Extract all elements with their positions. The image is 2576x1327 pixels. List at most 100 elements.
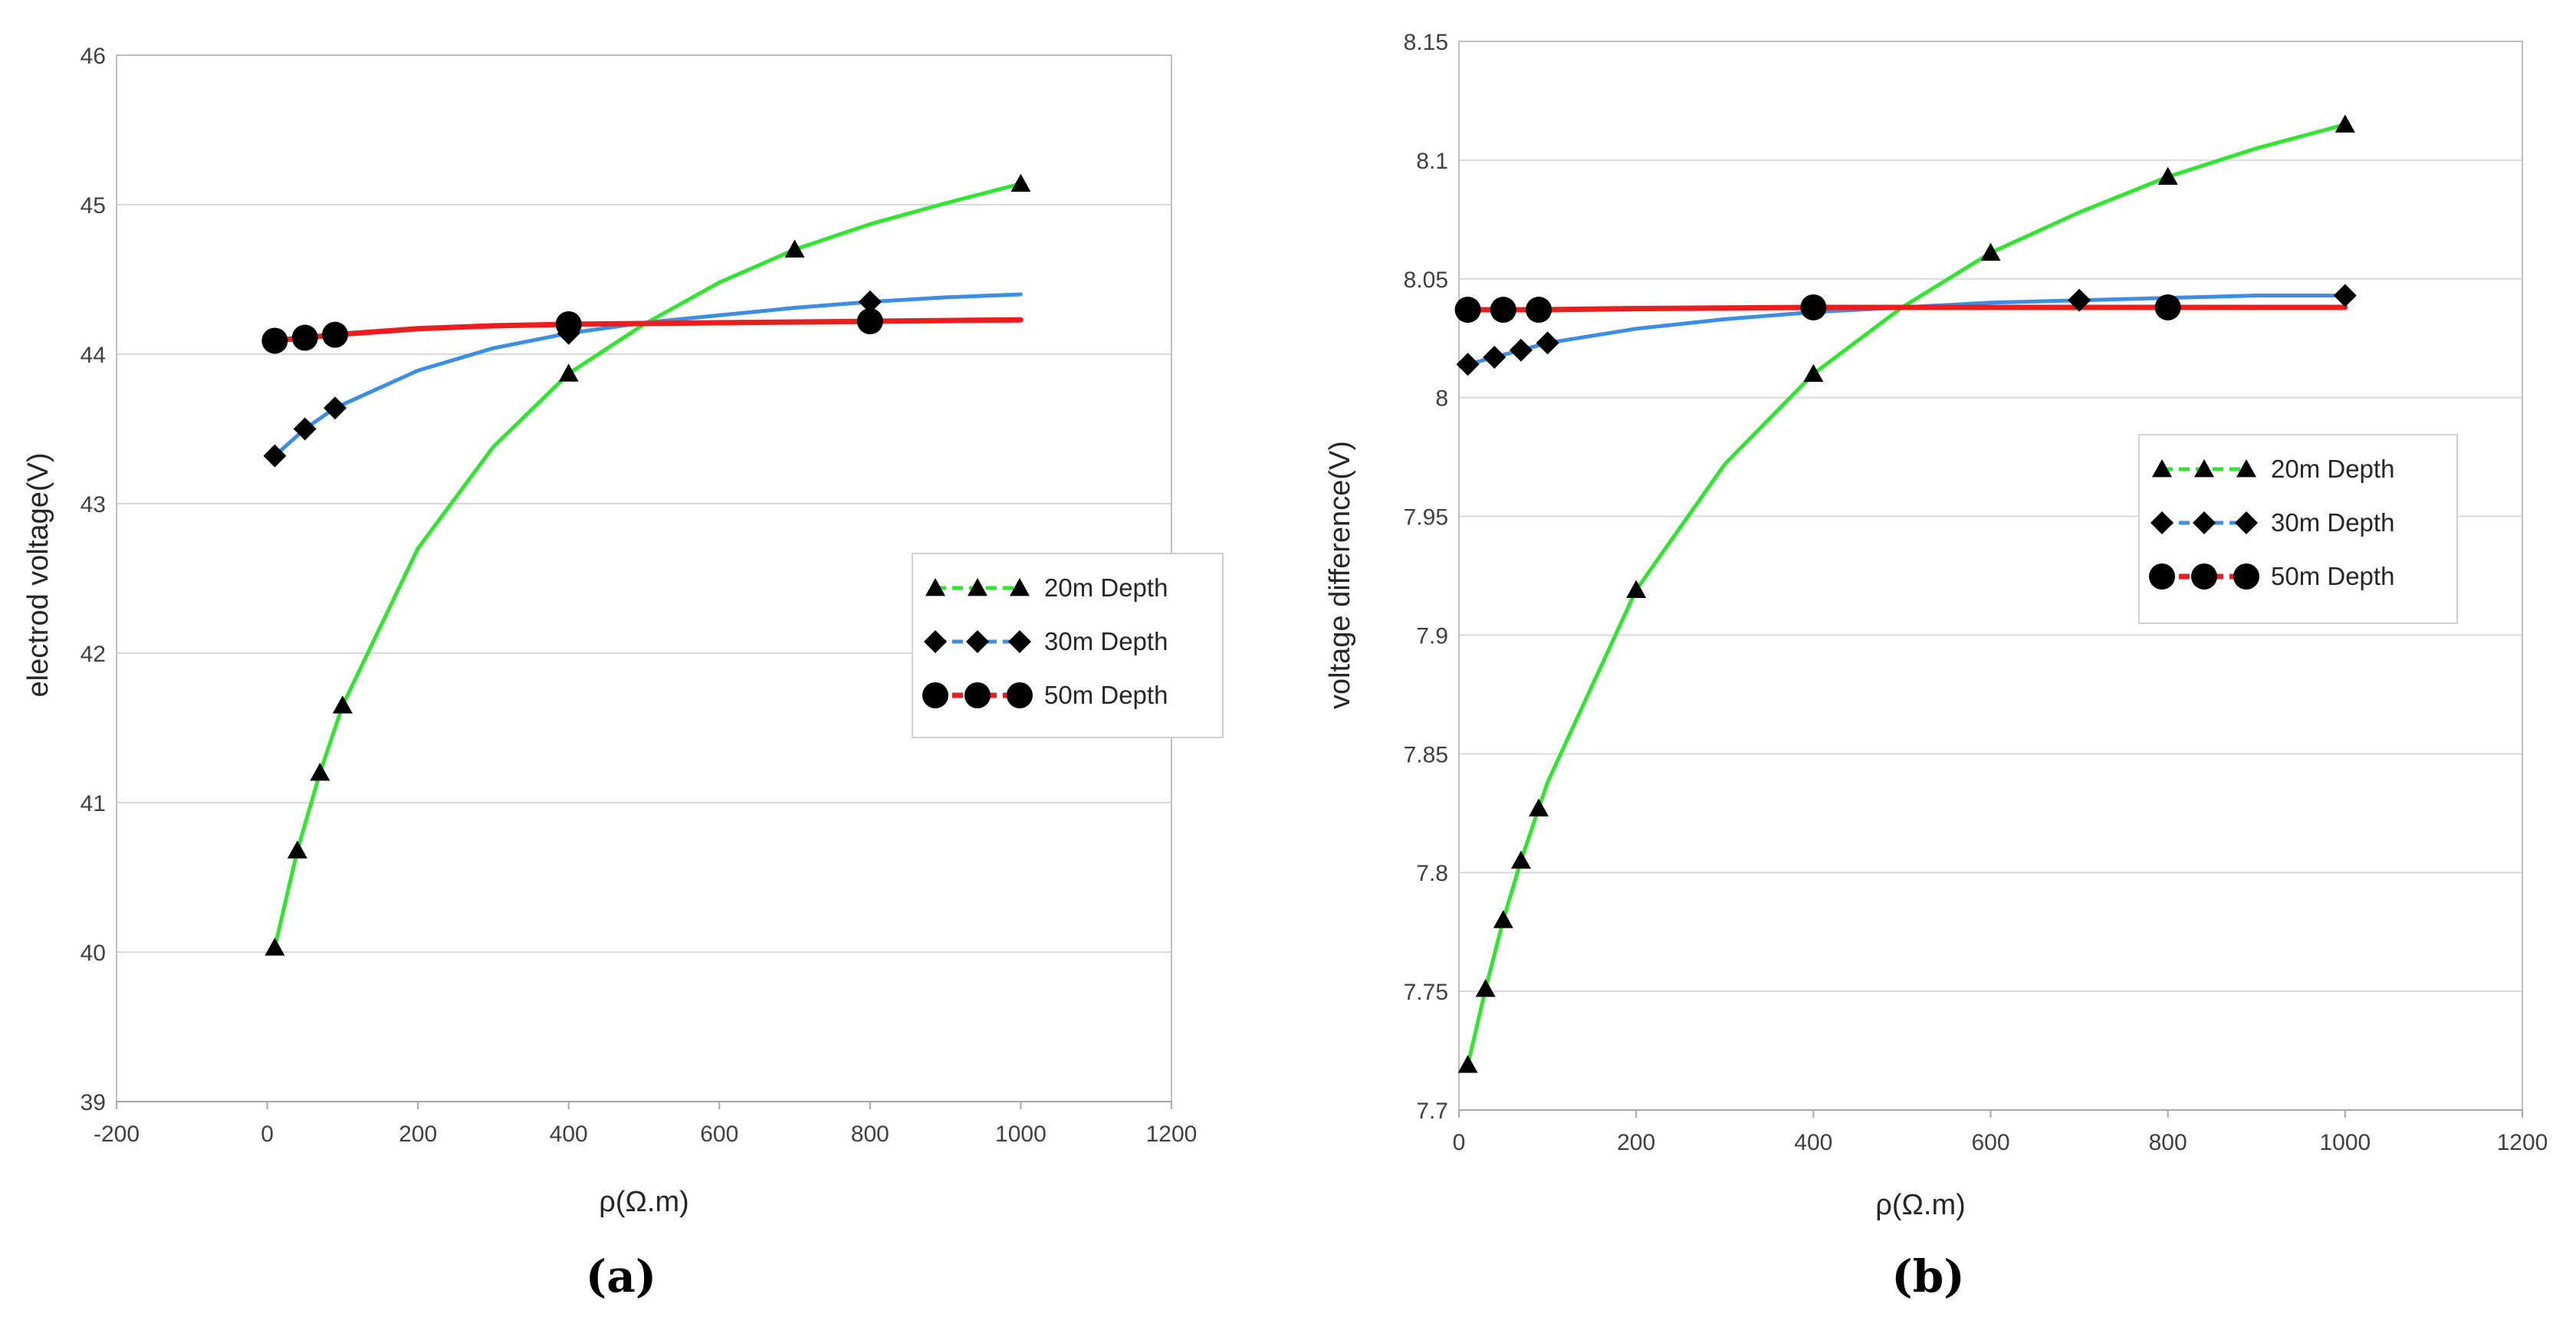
panel-a-x-axis-title: ρ(Ω.m): [599, 1186, 689, 1218]
legend-marker: [925, 578, 945, 596]
series-line-1: [1466, 122, 2348, 1067]
x-tick-label: 400: [1794, 1130, 1832, 1155]
x-tick-label: 800: [2149, 1130, 2187, 1155]
panel-a-series-markers: [261, 173, 1031, 956]
legend-marker: [2152, 459, 2172, 478]
legend-marker: [966, 630, 989, 653]
legend-label-2: 30m Depth: [2271, 508, 2394, 537]
series-1-data-point: [287, 840, 307, 859]
series-1-data-point: [1803, 363, 1824, 383]
series-2-data-point: [324, 396, 347, 420]
panel-a-legend: 20m Depth 30m Depth 50m Depth: [912, 553, 1224, 738]
series-3-data-point: [1490, 297, 1516, 324]
legend-marker: [2235, 511, 2258, 534]
x-tick-label: 600: [1971, 1130, 2009, 1155]
y-tick-label: 43: [80, 492, 106, 517]
series-2-data-point: [1509, 338, 1533, 362]
x-tick-label: 200: [1617, 1130, 1655, 1155]
legend-marker: [2233, 563, 2259, 590]
x-tick-label: 0: [1453, 1130, 1466, 1155]
x-tick-label: 600: [700, 1122, 738, 1147]
y-tick-label: 41: [80, 791, 106, 816]
x-tick-label: 0: [261, 1122, 274, 1147]
series-3-data-point: [856, 308, 883, 335]
y-tick-label: 46: [80, 44, 106, 69]
series-1-data-point: [1626, 580, 1647, 598]
series-1-data-point: [332, 695, 353, 714]
legend-marker: [2194, 459, 2214, 478]
x-tick-label: 400: [550, 1122, 588, 1147]
legend-label-1: 20m Depth: [2271, 455, 2394, 483]
panel-b-y-axis-title: voltage difference(V): [1324, 441, 1356, 709]
series-1-data-point: [1457, 1055, 1478, 1073]
series-2-data-point: [293, 417, 317, 441]
panel-b-x-tick-labels: 0 200 400 600 800 1000 1200: [1453, 1130, 2548, 1155]
y-tick-label: 7.95: [1404, 505, 1448, 530]
series-1-data-point: [2157, 166, 2178, 185]
y-tick-label: 40: [80, 941, 106, 966]
legend-marker: [2193, 511, 2216, 534]
series-3-data-point: [1800, 294, 1827, 320]
panel-b-plot-frame: [1458, 41, 2523, 1118]
legend-marker: [1008, 630, 1031, 653]
x-tick-label: 1000: [995, 1122, 1046, 1147]
panel-b-series-markers: [1454, 114, 2357, 1073]
series-1-data-point: [1010, 173, 1031, 192]
series-3-data-point: [261, 327, 288, 354]
series-1-data-point: [264, 938, 285, 956]
panel-a-x-tick-labels: -200 0 200 400 600 800 1000 1200: [94, 1122, 1197, 1147]
series-1-data-point: [1510, 850, 1531, 869]
legend-box: [2138, 434, 2458, 624]
legend-box: [912, 553, 1224, 738]
legend-marker: [968, 578, 987, 596]
y-tick-label: 45: [80, 193, 106, 218]
x-tick-label: 1000: [2319, 1130, 2371, 1155]
legend-marker: [922, 682, 948, 708]
panel-b-x-axis-title: ρ(Ω.m): [1875, 1189, 1966, 1221]
x-tick-label: 200: [399, 1122, 437, 1147]
series-1-data-point: [1980, 242, 2001, 261]
series-2-data-point: [2333, 284, 2357, 307]
series-3-data-point: [1526, 297, 1552, 324]
legend-marker: [924, 630, 947, 653]
series-2-data-point: [1483, 346, 1506, 370]
series-2-data-point: [1456, 353, 1480, 376]
y-tick-label: 7.9: [1416, 623, 1448, 649]
series-3-data-point: [322, 321, 349, 348]
y-tick-label: 44: [80, 343, 106, 368]
series-1-data-point: [1475, 979, 1496, 997]
series-3-data-point: [291, 324, 318, 351]
legend-marker: [964, 682, 991, 708]
legend-label-3: 50m Depth: [1044, 681, 1168, 709]
x-tick-label: 1200: [2497, 1130, 2548, 1155]
y-tick-label: 8: [1435, 386, 1448, 412]
y-tick-label: 7.8: [1416, 861, 1448, 886]
y-tick-label: 7.75: [1404, 980, 1448, 1005]
panel-a-series-lines: [271, 182, 1024, 950]
panel-b-label: (b): [1891, 1250, 1964, 1302]
series-2-data-point: [263, 444, 287, 468]
legend-marker: [2236, 459, 2256, 478]
legend-label-3: 50m Depth: [2271, 562, 2394, 590]
y-tick-label: 8.15: [1404, 30, 1448, 55]
panel-a-chart: -200 0 200 400 600 800 1000 1200 39 40 41 42 43 44 45…: [22, 44, 1224, 1302]
y-tick-label: 8.05: [1404, 268, 1448, 293]
legend-label-2: 30m Depth: [1044, 627, 1168, 655]
series-2-data-point: [858, 290, 882, 314]
y-tick-label: 7.85: [1404, 742, 1448, 767]
series-3-data-point: [1454, 297, 1481, 324]
legend-marker: [1007, 682, 1033, 708]
legend-marker: [1010, 578, 1030, 596]
x-tick-label: 800: [851, 1122, 889, 1147]
legend-marker: [2191, 563, 2217, 590]
y-tick-label: 42: [80, 642, 106, 667]
series-1-data-point: [310, 763, 330, 781]
series-1-data-point: [784, 239, 805, 258]
series-2-data-point: [2068, 288, 2091, 312]
legend-marker: [2149, 563, 2175, 590]
series-1-data-point: [1493, 910, 1513, 928]
panel-a-y-tick-labels: 39 40 41 42 43 44 45 46: [80, 44, 106, 1115]
panel-a-gridlines: [117, 54, 1171, 1102]
series-3-data-point: [2154, 294, 2181, 320]
